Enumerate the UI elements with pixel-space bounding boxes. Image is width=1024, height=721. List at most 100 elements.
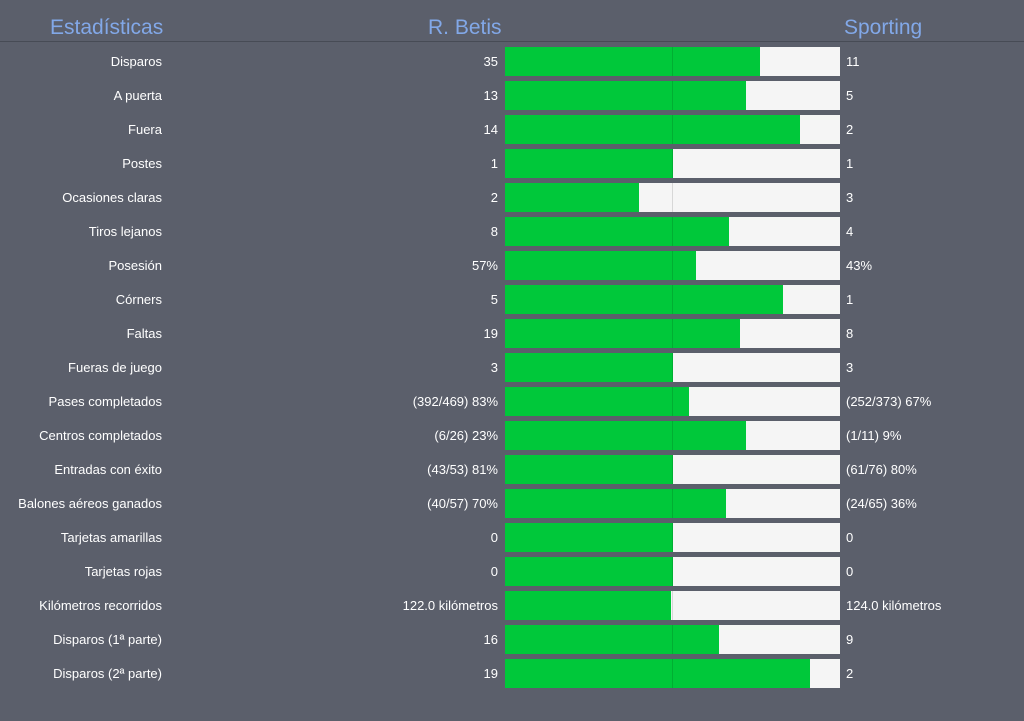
home-value: 13 bbox=[483, 88, 498, 103]
comparison-bar bbox=[505, 115, 840, 144]
away-value: (24/65) 36% bbox=[846, 496, 917, 511]
away-team-name[interactable]: Sporting bbox=[844, 16, 923, 39]
stat-label: Disparos (2ª parte) bbox=[53, 666, 162, 681]
home-share-fill bbox=[505, 149, 673, 178]
stat-row: Pases completados (392/469) 83% (252/373) … bbox=[0, 386, 1024, 420]
stat-row: Fueras de juego 3 3 bbox=[0, 352, 1024, 386]
stat-row: Tarjetas rojas 0 0 bbox=[0, 556, 1024, 590]
comparison-bar bbox=[505, 353, 840, 382]
midpoint-marker bbox=[672, 81, 673, 110]
away-value: 2 bbox=[846, 666, 854, 681]
home-share-fill bbox=[505, 251, 696, 280]
midpoint-marker bbox=[672, 285, 673, 314]
stat-label: Tarjetas rojas bbox=[84, 564, 162, 579]
comparison-bar bbox=[505, 523, 840, 552]
midpoint-marker bbox=[672, 319, 673, 348]
home-share-fill bbox=[505, 217, 730, 246]
stat-row: Fuera 14 2 bbox=[0, 114, 1024, 148]
stats-table: Disparos 35 11 A puerta 13 5 Fuera 14 2 Postes 1 1 O… bbox=[0, 46, 1024, 692]
comparison-bar bbox=[505, 659, 840, 688]
stat-label: Pases completados bbox=[48, 394, 162, 409]
away-value: 124.0 kilómetros bbox=[846, 598, 942, 613]
away-value: 1 bbox=[846, 156, 854, 171]
away-value: 4 bbox=[846, 224, 854, 239]
midpoint-marker bbox=[672, 353, 673, 382]
stat-row: Córners 5 1 bbox=[0, 284, 1024, 318]
stat-label: Centros completados bbox=[39, 428, 162, 443]
stat-row: Postes 1 1 bbox=[0, 148, 1024, 182]
stats-header: Estadísticas R. Betis Sporting bbox=[0, 0, 1024, 42]
stat-row: Posesión 57% 43% bbox=[0, 250, 1024, 284]
home-value: 3 bbox=[490, 360, 498, 375]
stat-label: Fuera bbox=[128, 122, 162, 137]
home-share-fill bbox=[505, 659, 810, 688]
home-share-fill bbox=[505, 489, 727, 518]
midpoint-marker bbox=[672, 489, 673, 518]
midpoint-marker bbox=[672, 625, 673, 654]
home-value: 16 bbox=[483, 632, 498, 647]
comparison-bar bbox=[505, 149, 840, 178]
stat-row: Tiros lejanos 8 4 bbox=[0, 216, 1024, 250]
home-team-name[interactable]: R. Betis bbox=[428, 16, 502, 39]
stat-label: Tiros lejanos bbox=[88, 224, 162, 239]
away-value: 43% bbox=[846, 258, 873, 273]
stat-label: Faltas bbox=[126, 326, 162, 341]
away-value: 3 bbox=[846, 360, 854, 375]
stat-label: Kilómetros recorridos bbox=[39, 598, 162, 613]
comparison-bar bbox=[505, 47, 840, 76]
away-value: 5 bbox=[846, 88, 854, 103]
comparison-bar bbox=[505, 421, 840, 450]
stat-row: Entradas con éxito (43/53) 81% (61/76) 80% bbox=[0, 454, 1024, 488]
home-value: (43/53) 81% bbox=[427, 462, 498, 477]
midpoint-marker bbox=[672, 47, 673, 76]
stat-label: Disparos (1ª parte) bbox=[53, 632, 162, 647]
stat-row: Disparos 35 11 bbox=[0, 46, 1024, 80]
home-share-fill bbox=[505, 387, 690, 416]
midpoint-marker bbox=[672, 183, 673, 212]
home-value: (392/469) 83% bbox=[412, 394, 498, 409]
home-share-fill bbox=[505, 81, 747, 110]
midpoint-marker bbox=[672, 251, 673, 280]
midpoint-marker bbox=[672, 557, 673, 586]
away-value: (252/373) 67% bbox=[846, 394, 932, 409]
home-value: 19 bbox=[483, 666, 498, 681]
stat-row: Kilómetros recorridos 122.0 kilómetros 124… bbox=[0, 590, 1024, 624]
stat-row: A puerta 13 5 bbox=[0, 80, 1024, 114]
stat-label: Ocasiones claras bbox=[62, 190, 162, 205]
stat-label: Posesión bbox=[108, 258, 162, 273]
comparison-bar bbox=[505, 285, 840, 314]
midpoint-marker bbox=[672, 115, 673, 144]
home-share-fill bbox=[505, 421, 747, 450]
home-value: 5 bbox=[490, 292, 498, 307]
home-value: 0 bbox=[490, 564, 498, 579]
away-value: 3 bbox=[846, 190, 854, 205]
stat-row: Faltas 19 8 bbox=[0, 318, 1024, 352]
comparison-bar bbox=[505, 455, 840, 484]
home-value: 2 bbox=[490, 190, 498, 205]
home-value: 122.0 kilómetros bbox=[402, 598, 498, 613]
stat-row: Disparos (2ª parte) 19 2 bbox=[0, 658, 1024, 692]
home-value: 8 bbox=[490, 224, 498, 239]
stat-label: A puerta bbox=[113, 88, 162, 103]
away-value: 0 bbox=[846, 530, 854, 545]
home-value: 14 bbox=[483, 122, 498, 137]
midpoint-marker bbox=[672, 659, 673, 688]
comparison-bar bbox=[505, 81, 840, 110]
home-value: 0 bbox=[490, 530, 498, 545]
comparison-bar bbox=[505, 387, 840, 416]
home-value: (6/26) 23% bbox=[434, 428, 498, 443]
page-title: Estadísticas bbox=[50, 16, 164, 39]
midpoint-marker bbox=[672, 217, 673, 246]
away-value: 0 bbox=[846, 564, 854, 579]
comparison-bar bbox=[505, 319, 840, 348]
home-value: 57% bbox=[471, 258, 498, 273]
comparison-bar bbox=[505, 183, 840, 212]
midpoint-marker bbox=[672, 387, 673, 416]
stat-row: Disparos (1ª parte) 16 9 bbox=[0, 624, 1024, 658]
away-value: (61/76) 80% bbox=[846, 462, 917, 477]
comparison-bar bbox=[505, 489, 840, 518]
home-share-fill bbox=[505, 285, 784, 314]
home-value: (40/57) 70% bbox=[427, 496, 498, 511]
away-value: 1 bbox=[846, 292, 854, 307]
home-share-fill bbox=[505, 115, 800, 144]
